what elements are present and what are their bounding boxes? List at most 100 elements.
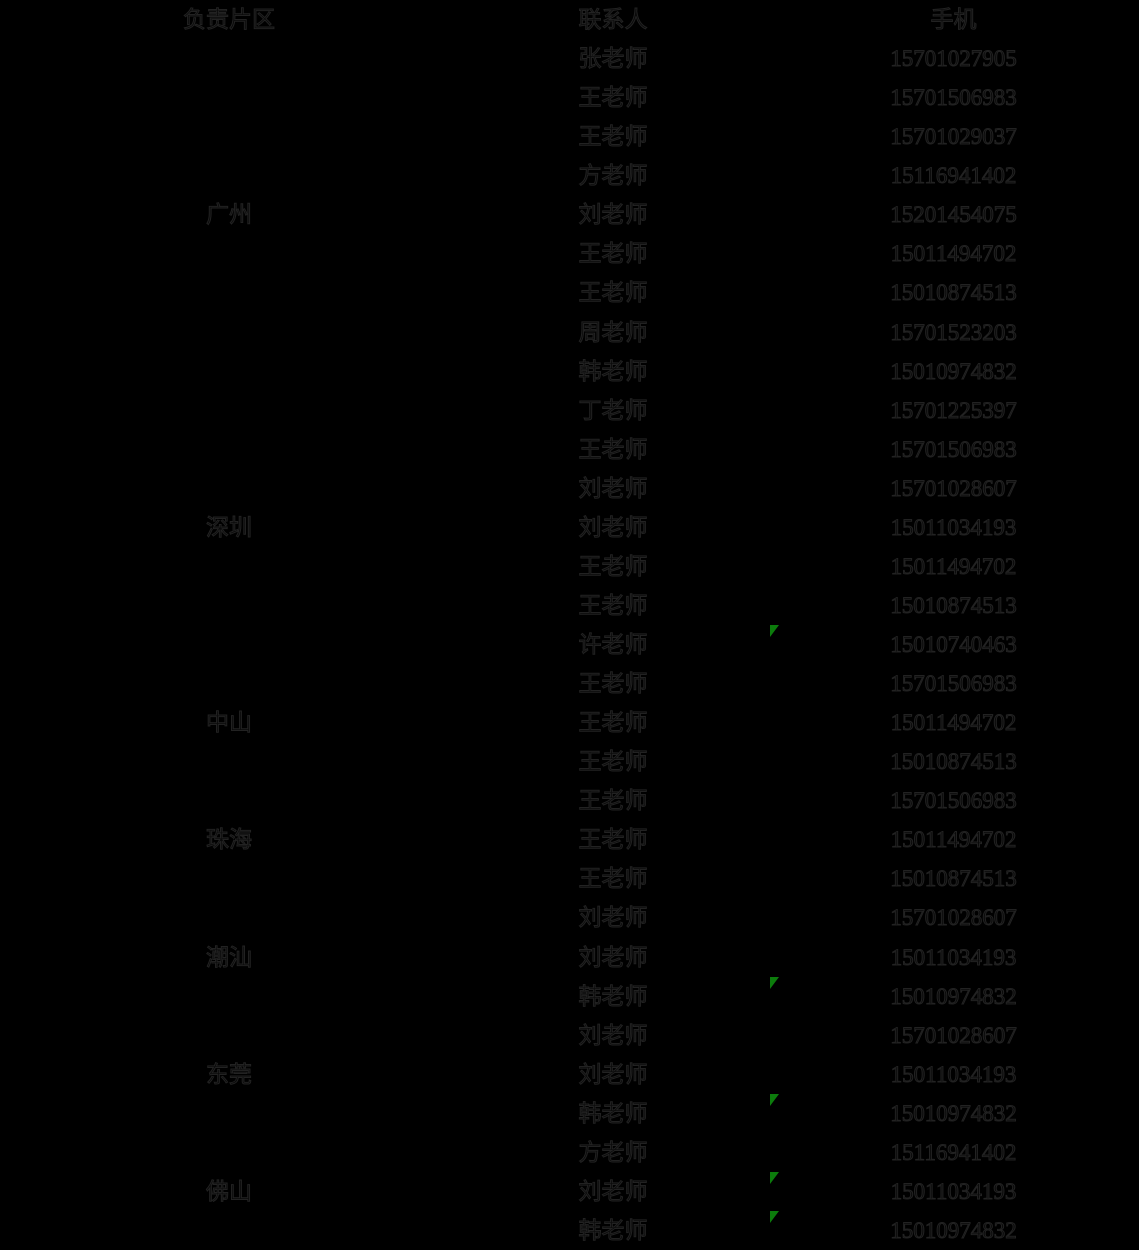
phone-cell[interactable]: 15011494702 (768, 547, 1139, 586)
phone-cell[interactable]: 15011034193 (768, 1055, 1139, 1094)
phone-cell[interactable]: 15011494702 (768, 234, 1139, 273)
region-cell[interactable] (0, 313, 458, 352)
region-cell[interactable] (0, 664, 458, 703)
phone-cell[interactable]: 15701028607 (768, 469, 1139, 508)
region-cell[interactable] (0, 586, 458, 625)
phone-cell[interactable]: 15701028607 (768, 898, 1139, 937)
contact-cell[interactable]: 周老师 (458, 313, 768, 352)
contact-cell[interactable]: 韩老师 (458, 977, 768, 1016)
contact-cell[interactable]: 刘老师 (458, 1172, 768, 1211)
phone-cell[interactable]: 15010974832 (768, 1093, 1139, 1133)
contact-cell[interactable]: 刘老师 (458, 1016, 768, 1055)
phone-cell[interactable]: 15010974832 (768, 1210, 1139, 1250)
region-cell[interactable] (0, 156, 458, 195)
phone-cell[interactable]: 15116941402 (768, 1133, 1139, 1172)
phone-cell[interactable]: 15701225397 (768, 391, 1139, 430)
region-cell[interactable] (0, 1016, 458, 1055)
region-cell[interactable] (0, 859, 458, 898)
region-cell[interactable] (0, 898, 458, 937)
contact-cell[interactable]: 王老师 (458, 664, 768, 703)
phone-cell-text: 15701028607 (890, 1022, 1017, 1048)
phone-cell[interactable]: 15701027905 (768, 39, 1139, 78)
contact-cell[interactable]: 张老师 (458, 39, 768, 78)
contact-cell[interactable]: 王老师 (458, 117, 768, 156)
phone-cell[interactable]: 15010874513 (768, 273, 1139, 312)
region-cell[interactable] (0, 391, 458, 430)
contact-cell[interactable]: 刘老师 (458, 195, 768, 234)
phone-cell[interactable]: 15011034193 (768, 508, 1139, 547)
contact-cell[interactable]: 刘老师 (458, 898, 768, 937)
phone-cell[interactable]: 15010874513 (768, 859, 1139, 898)
phone-cell[interactable]: 15011494702 (768, 820, 1139, 859)
contact-cell-text: 刘老师 (578, 1061, 648, 1087)
column-header-contact[interactable]: 联系人 (578, 7, 648, 33)
phone-cell[interactable]: 15701506983 (768, 78, 1139, 117)
region-cell[interactable]: 中山 (0, 703, 458, 742)
contact-cell[interactable]: 王老师 (458, 547, 768, 586)
region-cell[interactable] (0, 1133, 458, 1172)
phone-cell[interactable]: 15701506983 (768, 664, 1139, 703)
region-cell[interactable]: 佛山 (0, 1172, 458, 1211)
phone-cell[interactable]: 15011494702 (768, 703, 1139, 742)
phone-cell[interactable]: 15701506983 (768, 430, 1139, 469)
region-cell[interactable] (0, 1094, 458, 1133)
phone-cell[interactable]: 15701523203 (768, 313, 1139, 352)
region-cell[interactable] (0, 742, 458, 781)
contact-cell[interactable]: 王老师 (458, 430, 768, 469)
region-cell[interactable] (0, 78, 458, 117)
contact-cell[interactable]: 方老师 (458, 1133, 768, 1172)
region-cell[interactable] (0, 1211, 458, 1250)
region-cell[interactable] (0, 273, 458, 312)
contact-cell[interactable]: 王老师 (458, 742, 768, 781)
contact-cell[interactable]: 王老师 (458, 273, 768, 312)
region-cell[interactable] (0, 977, 458, 1016)
contact-cell[interactable]: 丁老师 (458, 391, 768, 430)
contact-cell[interactable]: 王老师 (458, 703, 768, 742)
contact-cell[interactable]: 王老师 (458, 78, 768, 117)
contact-cell[interactable]: 方老师 (458, 156, 768, 195)
region-cell[interactable] (0, 39, 458, 78)
contact-cell[interactable]: 王老师 (458, 234, 768, 273)
phone-cell[interactable]: 15116941402 (768, 156, 1139, 195)
region-cell[interactable] (0, 430, 458, 469)
phone-cell[interactable]: 15010740463 (768, 625, 1139, 664)
contact-cell[interactable]: 刘老师 (458, 1055, 768, 1094)
contact-cell[interactable]: 刘老师 (458, 508, 768, 547)
phone-cell-text: 15010740463 (890, 632, 1017, 658)
region-cell[interactable]: 深圳 (0, 508, 458, 547)
region-cell[interactable] (0, 781, 458, 820)
region-cell[interactable] (0, 117, 458, 156)
column-header-region[interactable]: 负责片区 (183, 7, 276, 33)
phone-cell[interactable]: 15701028607 (768, 1016, 1139, 1055)
phone-cell[interactable]: 15010874513 (768, 742, 1139, 781)
region-cell[interactable] (0, 547, 458, 586)
column-header-phone[interactable]: 手机 (930, 7, 977, 33)
contact-cell[interactable]: 韩老师 (458, 1211, 768, 1250)
contact-cell[interactable]: 王老师 (458, 781, 768, 820)
region-cell[interactable] (0, 469, 458, 508)
phone-cell[interactable]: 15701506983 (768, 781, 1139, 820)
contact-cell[interactable]: 王老师 (458, 586, 768, 625)
phone-cell[interactable]: 15010974832 (768, 976, 1139, 1016)
region-cell[interactable]: 潮汕 (0, 938, 458, 977)
phone-cell[interactable]: 15011034193 (768, 1171, 1139, 1211)
phone-cell[interactable]: 15010974832 (768, 352, 1139, 391)
phone-cell[interactable]: 15701029037 (768, 117, 1139, 156)
table-body: 张老师 15701027905 王老师 15701506983 王老师 157010290… (0, 39, 1139, 1250)
region-cell[interactable] (0, 234, 458, 273)
contact-cell[interactable]: 王老师 (458, 820, 768, 859)
region-cell[interactable] (0, 625, 458, 664)
phone-cell[interactable]: 15010874513 (768, 586, 1139, 625)
contact-cell[interactable]: 刘老师 (458, 469, 768, 508)
contact-cell[interactable]: 刘老师 (458, 938, 768, 977)
region-cell[interactable]: 广州 (0, 195, 458, 234)
region-cell[interactable] (0, 352, 458, 391)
phone-cell[interactable]: 15201454075 (768, 195, 1139, 234)
contact-cell[interactable]: 韩老师 (458, 1094, 768, 1133)
phone-cell[interactable]: 15011034193 (768, 938, 1139, 977)
contact-cell[interactable]: 许老师 (458, 625, 768, 664)
contact-cell[interactable]: 王老师 (458, 859, 768, 898)
region-cell[interactable]: 珠海 (0, 820, 458, 859)
contact-cell[interactable]: 韩老师 (458, 352, 768, 391)
region-cell[interactable]: 东莞 (0, 1055, 458, 1094)
